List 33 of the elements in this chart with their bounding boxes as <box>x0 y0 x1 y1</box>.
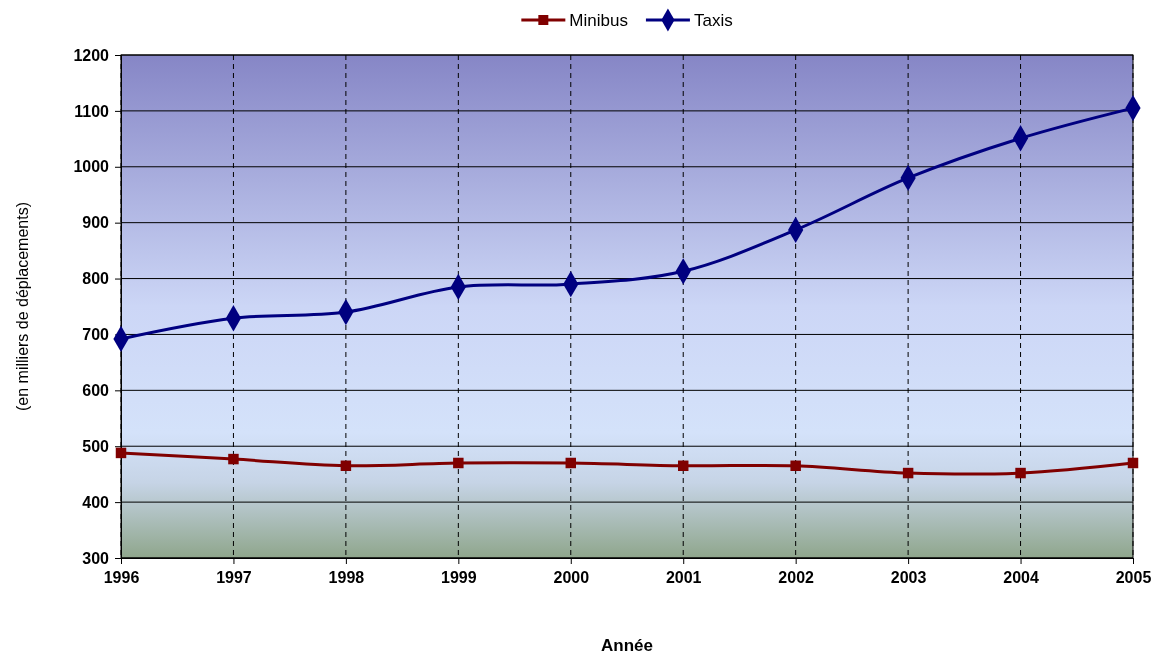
y-tick-label: 500 <box>82 437 110 455</box>
y-tick-label: 1100 <box>74 102 110 120</box>
point <box>790 460 801 472</box>
y-axis-title: (en milliers de déplacements) <box>14 202 31 411</box>
y-tick-label: 300 <box>82 549 110 567</box>
x-tick-label: 1998 <box>328 569 365 587</box>
x-tick-label: 1997 <box>216 569 252 587</box>
x-tick-label: 2000 <box>553 569 590 587</box>
x-axis-title: Année <box>601 636 653 655</box>
y-tick-label: 400 <box>82 493 110 511</box>
point <box>340 460 352 472</box>
point <box>677 460 689 472</box>
x-tick-label: 2002 <box>778 569 815 587</box>
legend-label: Taxis <box>693 11 733 30</box>
y-tick-label: 1000 <box>73 158 110 176</box>
y-tick-label: 700 <box>82 326 110 344</box>
point <box>565 457 577 469</box>
point <box>1015 467 1026 479</box>
x-tick-label: 2005 <box>1115 569 1152 587</box>
y-tick-label: 600 <box>82 381 110 399</box>
legend-label: Minibus <box>569 11 628 30</box>
x-tick-label: 2004 <box>1003 569 1039 587</box>
point <box>228 453 239 465</box>
y-tick-label: 1200 <box>73 46 110 64</box>
x-tick-label: 2003 <box>890 569 927 587</box>
x-tick-label: 2001 <box>665 569 702 587</box>
x-tick-label: 1996 <box>103 569 140 587</box>
point <box>1127 457 1139 469</box>
point <box>902 467 914 479</box>
y-tick-label: 900 <box>82 214 110 232</box>
y-tick-label: 800 <box>82 270 110 288</box>
point <box>453 457 464 469</box>
x-tick-label: 1999 <box>441 569 477 587</box>
